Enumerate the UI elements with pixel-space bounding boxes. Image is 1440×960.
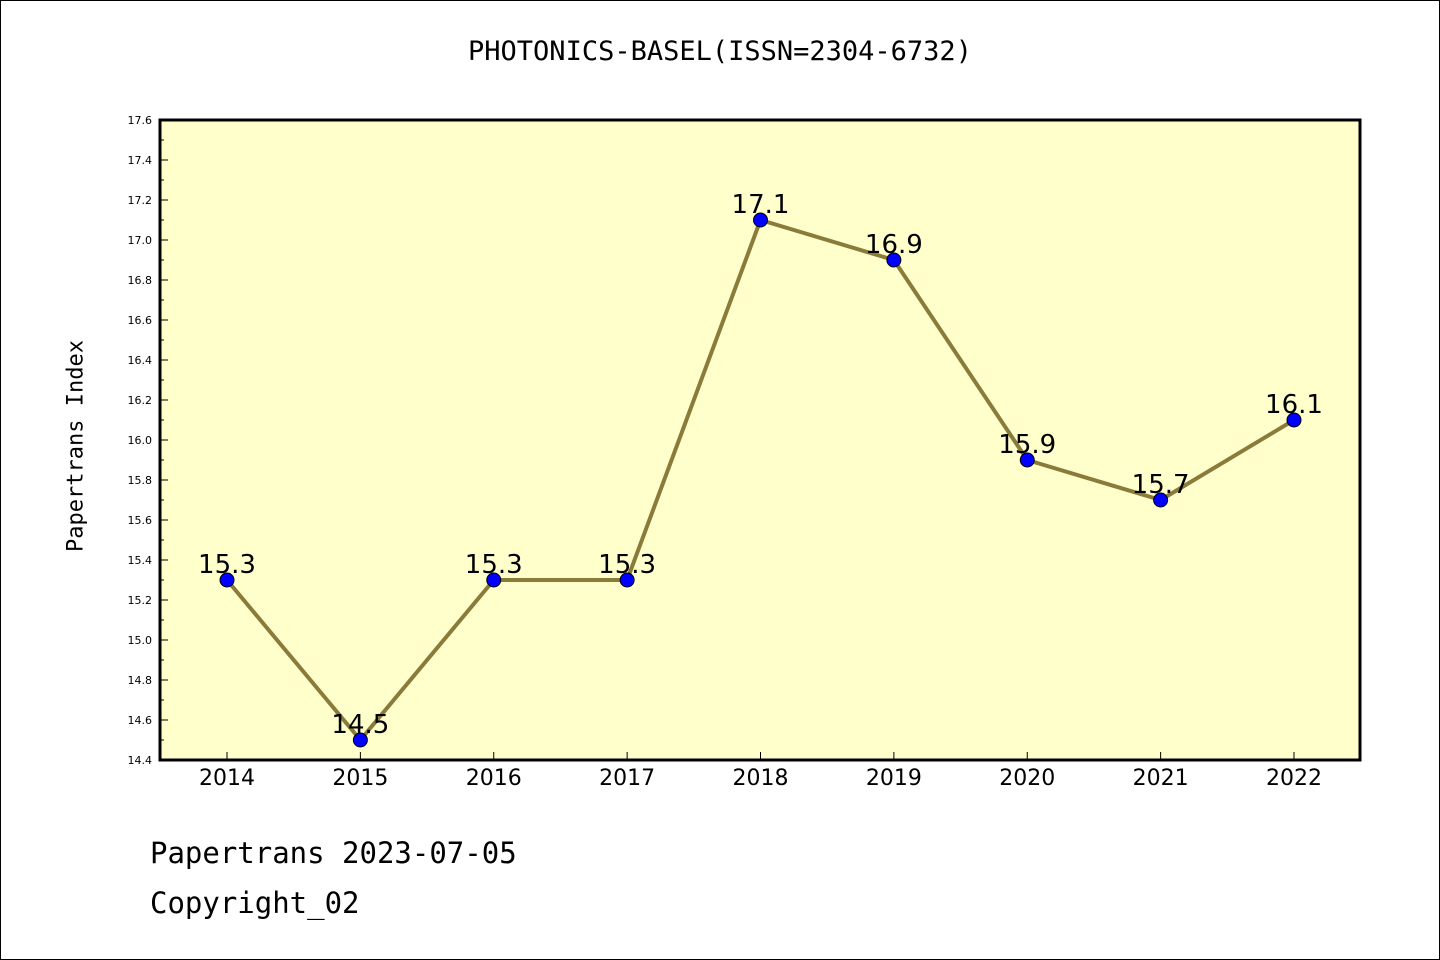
y-tick-label: 14.4 [128, 754, 153, 767]
footer-copyright-text: Copyright_02 [150, 886, 360, 920]
data-label: 17.1 [732, 190, 790, 220]
y-tick-label: 15.2 [128, 594, 153, 607]
y-tick-label: 15.8 [128, 474, 153, 487]
plot-frame [158, 118, 1362, 762]
data-point-marker [753, 212, 768, 228]
data-label: 15.9 [998, 430, 1056, 460]
footer-date-text: Papertrans 2023-07-05 [150, 836, 517, 870]
y-tick-label: 17.6 [128, 114, 153, 127]
data-label: 14.5 [331, 710, 389, 740]
x-tick-label: 2021 [1133, 766, 1189, 791]
y-tick-label: 16.4 [128, 354, 153, 367]
y-tick-label: 16.8 [128, 274, 153, 287]
data-label: 15.3 [198, 550, 256, 580]
data-point-marker [886, 252, 902, 268]
y-tick-label: 15.0 [128, 634, 153, 647]
x-tick-label: 2022 [1266, 766, 1322, 791]
data-label: 15.3 [598, 550, 656, 580]
y-tick-label: 15.4 [128, 554, 153, 567]
y-tick-label: 17.2 [128, 194, 153, 207]
y-tick-label: 16.0 [128, 434, 153, 447]
x-tick-label: 2017 [599, 766, 655, 791]
data-point-marker [352, 732, 368, 748]
y-tick-label: 16.6 [128, 314, 153, 327]
data-label: 16.9 [865, 230, 923, 260]
data-point-marker [619, 572, 635, 588]
y-tick-label: 16.2 [128, 394, 153, 407]
x-tick-label: 2014 [199, 766, 255, 791]
y-tick-label: 14.8 [128, 674, 153, 687]
y-tick-label: 14.6 [128, 714, 153, 727]
data-label: 15.7 [1132, 470, 1190, 500]
y-tick-label: 15.6 [128, 514, 153, 527]
data-point-marker [219, 572, 235, 588]
data-point-marker [1153, 492, 1169, 508]
data-point-marker [1019, 452, 1035, 468]
x-tick-label: 2019 [866, 766, 922, 791]
data-point-marker [486, 572, 502, 588]
x-tick-label: 2020 [999, 766, 1055, 791]
data-point-marker [1286, 412, 1302, 428]
x-tick-label: 2015 [332, 766, 388, 791]
chart-title: PHOTONICS-BASEL(ISSN=2304-6732) [468, 36, 972, 67]
x-tick-label: 2016 [466, 766, 522, 791]
y-tick-label: 17.4 [128, 154, 153, 167]
y-tick-label: 17.0 [128, 234, 153, 247]
data-label: 15.3 [465, 550, 523, 580]
data-label: 16.1 [1265, 390, 1323, 420]
x-tick-label: 2018 [733, 766, 789, 791]
